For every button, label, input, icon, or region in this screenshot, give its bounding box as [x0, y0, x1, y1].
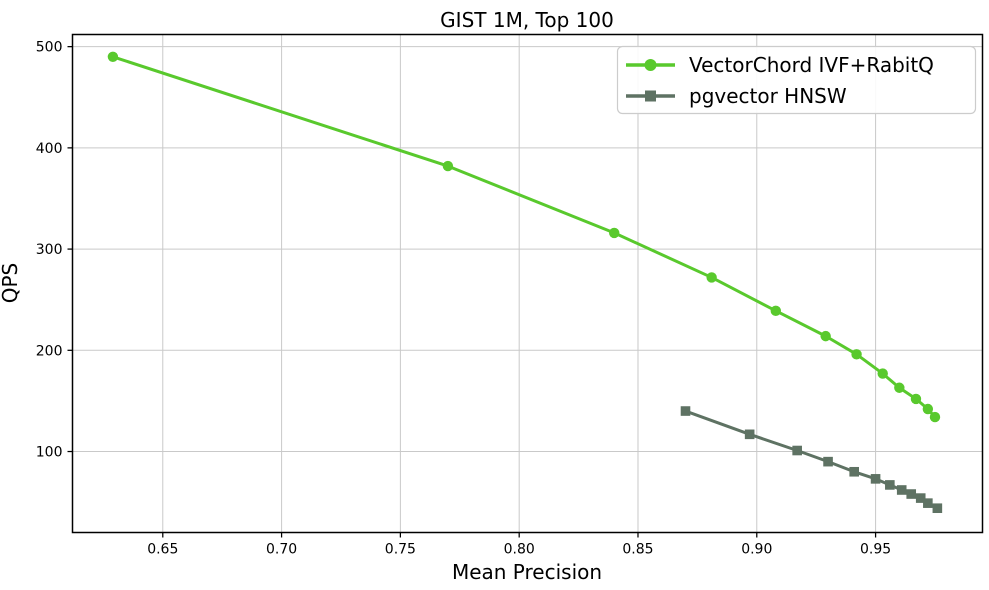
y-axis-label: QPS	[0, 263, 22, 304]
y-tick-label: 500	[36, 40, 63, 56]
legend: VectorChord IVF+RabitQ pgvector HNSW	[616, 45, 977, 115]
series-1-marker	[792, 445, 802, 456]
x-tick-label: 0.70	[266, 542, 297, 558]
x-axis-label: Mean Precision	[452, 560, 602, 584]
x-tick-label: 0.75	[385, 542, 416, 558]
series-1-marker	[923, 498, 933, 508]
legend-marker-square-icon	[645, 90, 656, 102]
series-0-marker	[770, 305, 781, 317]
series-1-marker	[680, 406, 691, 416]
series-1-marker	[885, 480, 895, 490]
legend-marker-circle-icon	[644, 59, 657, 71]
series-0-marker	[442, 160, 454, 172]
legend-label-series-0: VectorChord IVF+RabitQ	[689, 53, 934, 77]
series-1-marker	[932, 503, 943, 514]
series-0-marker	[894, 382, 905, 393]
series-0-marker	[609, 227, 620, 239]
y-tick-label: 100	[36, 445, 63, 461]
series-0-marker	[706, 272, 717, 283]
series-1-marker	[849, 466, 859, 477]
series-1-marker	[915, 493, 926, 503]
series-0-marker	[910, 393, 922, 405]
tick-layer: 0.65 0.70 0.75 0.80 0.85 0.90 0.95 100 200 300 400…	[36, 40, 891, 558]
series-layer	[107, 51, 943, 514]
x-tick-label: 0.65	[147, 542, 178, 558]
series-1-marker	[823, 456, 833, 467]
grid-layer	[72, 34, 983, 533]
series-0-marker	[851, 349, 862, 360]
y-tick-label: 300	[36, 242, 63, 258]
chart-title: GIST 1M, Top 100	[440, 8, 614, 32]
x-tick-label: 0.80	[504, 542, 535, 558]
series-0-marker	[107, 51, 119, 62]
x-tick-label: 0.90	[741, 542, 772, 558]
series-1-marker	[896, 485, 907, 495]
series-0-marker	[820, 330, 831, 342]
y-tick-label: 400	[36, 141, 63, 157]
series-0-marker	[877, 368, 888, 379]
series-1-marker	[906, 489, 917, 499]
legend-label-series-1: pgvector HNSW	[689, 84, 847, 108]
x-tick-label: 0.85	[622, 542, 653, 558]
series-1-marker	[744, 429, 755, 440]
series-0-marker	[929, 411, 941, 423]
series-0-marker	[922, 403, 934, 415]
legend-box	[616, 45, 977, 115]
plot-border	[71, 33, 984, 534]
x-tick-label: 0.95	[860, 542, 891, 558]
y-tick-label: 200	[36, 343, 63, 359]
series-1-marker	[870, 474, 881, 484]
